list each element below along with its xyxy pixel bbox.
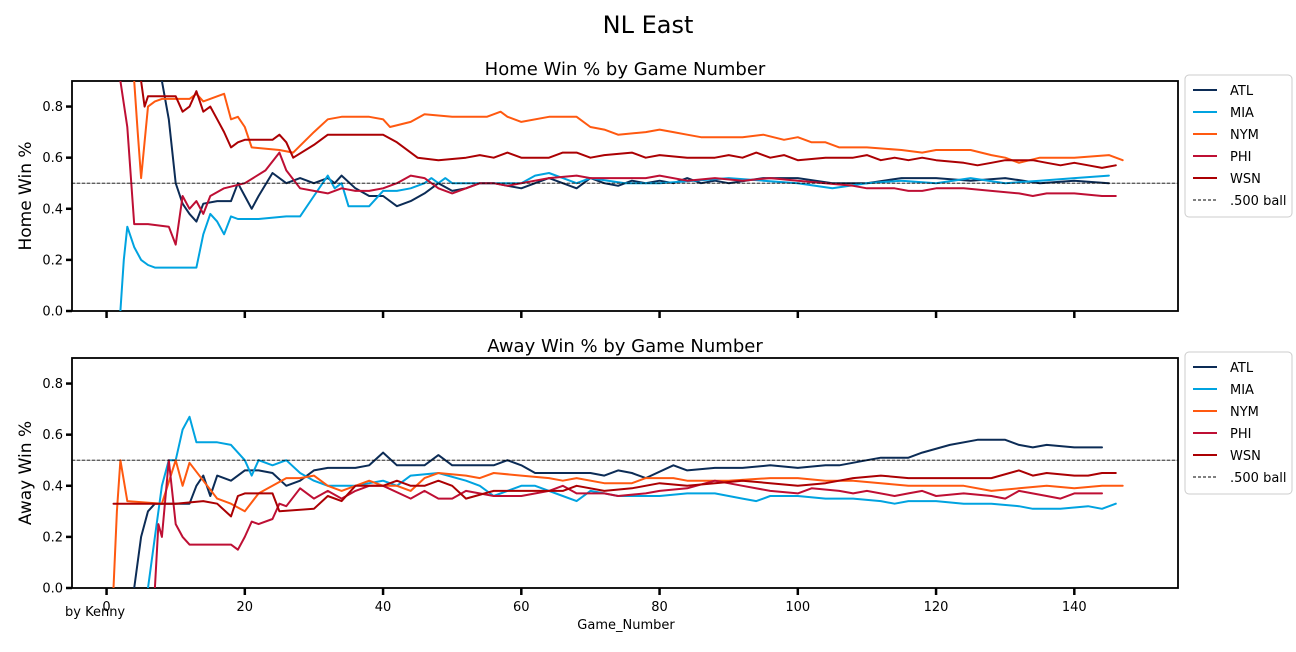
- x-axis-label: Game_Number: [577, 618, 675, 633]
- away-series-line-mia: [147, 415, 1117, 588]
- home-chart-title: Home Win % by Game Number: [485, 59, 766, 80]
- away-legend: ATL MIA NYM PHI WSN .500 ball: [1184, 351, 1293, 495]
- home-y-axis-label: Home Win %: [16, 141, 36, 250]
- away-legend-label-500-ball: .500 ball: [1230, 471, 1287, 486]
- away-y-axis-label: Away Win %: [16, 421, 36, 525]
- away-y-tick-label: 0.4: [42, 479, 63, 494]
- away-series-line-atl: [133, 438, 1103, 588]
- home-legend-box: [1184, 74, 1293, 218]
- away-win-chart: Away Win % by Game Number Away Win % 0.0 0.…: [16, 336, 1293, 615]
- away-legend-label-phi: PHI: [1230, 427, 1251, 442]
- away-x-tick-label: 80: [651, 600, 668, 615]
- away-x-tick-label: 100: [785, 600, 810, 615]
- home-legend-label-500-ball: .500 ball: [1230, 194, 1287, 209]
- home-y-tick-label: 0.4: [42, 202, 63, 217]
- home-y-tick-label: 0.0: [42, 305, 63, 320]
- away-x-tick-label: 20: [237, 600, 254, 615]
- away-x-tick-label: 140: [1062, 600, 1087, 615]
- away-legend-label-atl: ATL: [1230, 361, 1254, 376]
- away-legend-label-wsn: WSN: [1230, 449, 1261, 464]
- home-legend-label-phi: PHI: [1230, 150, 1251, 165]
- away-y-tick-label: 0.8: [42, 377, 63, 392]
- credit-text: by Kenny: [65, 605, 125, 620]
- away-axes-frame: [71, 357, 1179, 589]
- away-y-tick-label: 0.2: [42, 530, 63, 545]
- away-legend-box: [1184, 351, 1293, 495]
- home-legend-label-wsn: WSN: [1230, 172, 1261, 187]
- home-series-line-nym: [133, 81, 1124, 180]
- home-y-tick-label: 0.6: [42, 151, 63, 166]
- away-y-tick-label: 0.6: [42, 428, 63, 443]
- home-y-tick-label: 0.8: [42, 100, 63, 115]
- home-legend: ATL MIA NYM PHI WSN .500 ball: [1184, 74, 1293, 218]
- away-series-line-nym: [112, 459, 1124, 588]
- home-y-tick-label: 0.2: [42, 253, 63, 268]
- away-series-line-phi: [153, 459, 1103, 588]
- away-x-tick-label: 0: [102, 600, 110, 615]
- away-legend-label-mia: MIA: [1230, 383, 1254, 398]
- home-legend-label-mia: MIA: [1230, 106, 1254, 121]
- away-y-tick-label: 0.0: [42, 582, 63, 597]
- away-series-line-wsn: [112, 469, 1117, 518]
- home-legend-label-atl: ATL: [1230, 84, 1254, 99]
- home-win-chart: Home Win % by Game Number Home Win % 0.0 0.…: [16, 59, 1293, 320]
- home-series-line-mia: [119, 172, 1110, 311]
- away-chart-title: Away Win % by Game Number: [487, 336, 763, 357]
- away-x-tick-label: 40: [375, 600, 392, 615]
- away-legend-label-nym: NYM: [1230, 405, 1259, 420]
- away-x-tick-label: 120: [924, 600, 949, 615]
- home-axes-frame: [71, 80, 1179, 312]
- away-x-tick-label: 60: [513, 600, 530, 615]
- home-legend-label-nym: NYM: [1230, 128, 1259, 143]
- home-series-line-wsn: [140, 81, 1117, 169]
- figure-title: NL East: [603, 11, 694, 39]
